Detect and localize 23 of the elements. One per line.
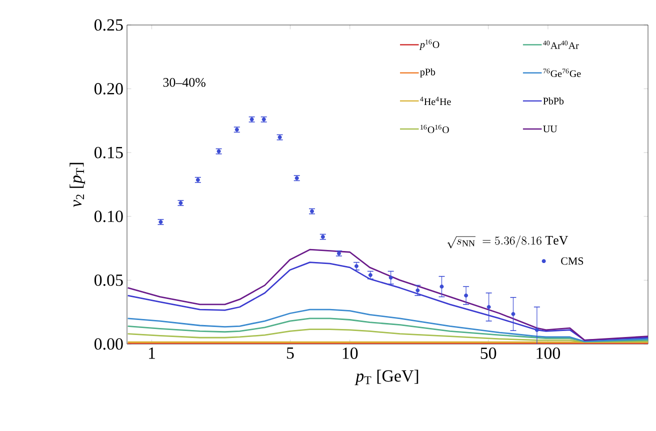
legend-label: pPb <box>420 68 436 78</box>
legend-label: $^{76}$Ge$^{76}$Ge <box>543 68 581 78</box>
annotation: $\sqrt{s_{\mathrm{NN}}}\ = 5.36/8.16\ \mathrm{TeV}$ <box>447 236 568 248</box>
y-tick-label: 0.00 <box>94 338 123 350</box>
x-tick-label: 10 <box>342 348 358 359</box>
y-tick-label: 0.10 <box>94 210 123 222</box>
legend-label: $^{40}$Ar$^{40}$Ar <box>543 40 579 49</box>
legend-label: $^{4}$He$^{4}$He <box>420 96 451 106</box>
x-tick-label: 50 <box>480 348 496 359</box>
x-tick-label: 5 <box>286 348 294 359</box>
y-tick-label: 0.25 <box>94 19 123 31</box>
y-tick-label: 0.05 <box>94 274 123 286</box>
x-axis-title: p$_{T}$ [GeV] <box>354 370 418 386</box>
x-tick-label: 100 <box>536 348 560 359</box>
legend-label: p$^{16}$O <box>419 40 440 50</box>
x-tick-label: 1 <box>149 348 155 359</box>
legend-label: CMS <box>561 257 584 265</box>
y-tick-label: 0.15 <box>94 146 123 158</box>
annotation: 30–40% <box>163 78 206 87</box>
y-tick-label: 0.20 <box>94 83 123 95</box>
legend-label: PbPb <box>543 97 564 104</box>
legend-label: $^{16}$O$^{16}$O <box>420 124 449 134</box>
legend-label: UU <box>543 126 558 132</box>
